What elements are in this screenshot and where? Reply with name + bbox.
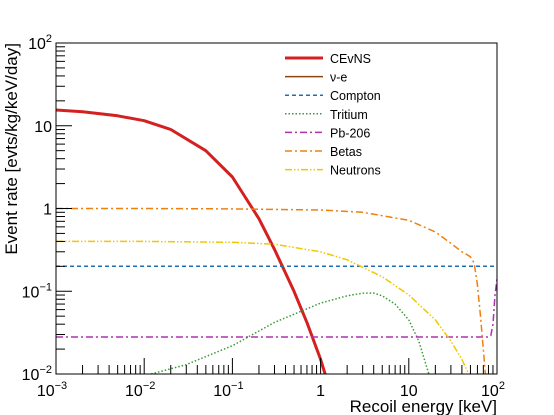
series-line-betas (56, 207, 487, 374)
legend-label-e: ν-e (330, 71, 347, 85)
x-tick-label: 10−1 (213, 380, 243, 400)
legend-label-cevns: CEvNS (330, 52, 371, 66)
y-tick-label: 10 (34, 119, 52, 136)
x-tick-label: 10−2 (125, 380, 155, 400)
legend-label-compton: Compton (330, 89, 381, 103)
series-line-cevns (56, 108, 327, 374)
x-tick-label: 10−3 (37, 380, 67, 400)
x-tick-label: 10 (400, 383, 418, 400)
legend-label-tritium: Tritium (330, 108, 368, 122)
y-tick-label: 10−2 (22, 364, 52, 384)
x-axis-label: Recoil energy [keV] (350, 397, 497, 415)
series-curves (56, 108, 497, 374)
y-tick-label: 1 (43, 202, 52, 219)
y-tick-label: 102 (28, 33, 52, 53)
legend-label-betas: Betas (330, 145, 362, 159)
series-line-pb-206 (56, 279, 497, 338)
legend: CEvNS ν-e Compton Tritium Pb-206 Betas Neutron… (285, 52, 381, 178)
x-tick-label: 1 (316, 383, 325, 400)
legend-label-neutrons: Neutrons (330, 164, 381, 178)
y-tick-label: 10−1 (22, 281, 52, 301)
axis-ticks (55, 42, 498, 375)
legend-label-pb-206: Pb-206 (330, 126, 370, 140)
y-axis-label: Event rate [evts/kg/keV/day] (2, 43, 21, 255)
series-line-neutrons (56, 240, 470, 374)
